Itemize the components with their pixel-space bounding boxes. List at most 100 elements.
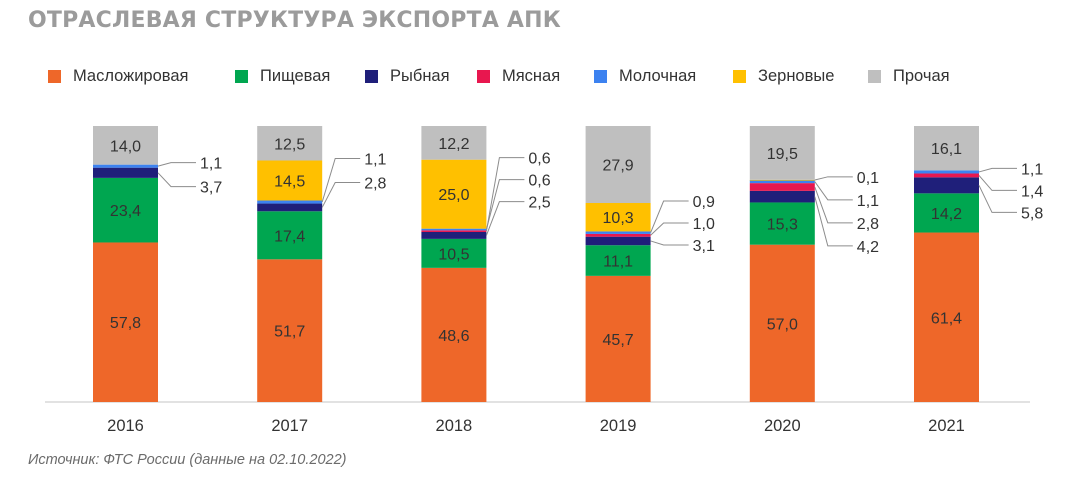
- data-label-2021-3: 1,4: [1021, 183, 1043, 200]
- legend-label-proch: Прочая: [893, 67, 950, 85]
- callout-line-2020-5: [814, 176, 853, 181]
- legend-swatch-ryb: [365, 70, 378, 83]
- bar-segment-2018-1: [421, 238, 487, 268]
- legend-label-zern: Зерновые: [758, 67, 835, 85]
- callout-line-2019-2: [650, 240, 689, 246]
- bar-segment-2018-5: [421, 159, 487, 229]
- data-label-2017-4: 1,1: [364, 152, 386, 169]
- data-label-2017-2: 2,8: [364, 176, 386, 193]
- bar-segment-2017-0: [257, 259, 323, 402]
- data-label-2016-4: 1,1: [200, 156, 222, 173]
- bar-segment-2020-3: [749, 183, 815, 191]
- callout-line-2017-2: [321, 182, 361, 208]
- bar-segment-2020-0: [749, 244, 815, 402]
- bar-segment-2017-6: [257, 126, 323, 161]
- callout-line-2016-4: [157, 162, 196, 167]
- legend-swatch-proch: [868, 70, 881, 83]
- bar-segment-2016-0: [93, 242, 158, 402]
- bar-segment-2018-3: [421, 230, 487, 232]
- data-label-2020-3: 2,8: [857, 216, 879, 233]
- bar-segment-2017-2: [257, 203, 323, 212]
- data-label-2019-1: 11,1: [603, 254, 633, 271]
- bar-segment-2019-0: [585, 275, 651, 402]
- bar-segment-2020-4: [749, 180, 815, 184]
- x-tick-label-2018: 2018: [436, 417, 473, 435]
- data-label-2018-4: 0,6: [528, 173, 550, 190]
- bar-segment-2018-2: [421, 231, 487, 239]
- x-tick-label-2020: 2020: [764, 417, 801, 435]
- data-label-2017-1: 17,4: [274, 228, 305, 245]
- bar-segment-2020-6: [749, 126, 815, 180]
- data-label-2018-0: 48,6: [438, 328, 469, 345]
- x-tick-label-2016: 2016: [107, 417, 144, 435]
- data-label-2017-0: 51,7: [274, 324, 305, 341]
- data-label-2020-1: 15,3: [767, 217, 798, 234]
- data-label-2020-5: 0,1: [857, 170, 879, 187]
- data-label-2016-2: 3,7: [200, 180, 222, 197]
- callout-line-2018-4: [485, 179, 525, 230]
- data-label-2017-5: 14,5: [274, 174, 305, 191]
- bar-segment-2019-6: [585, 126, 651, 204]
- bar-segment-2016-1: [93, 177, 158, 243]
- data-label-2020-0: 57,0: [767, 316, 798, 333]
- data-label-2018-6: 12,2: [438, 136, 469, 153]
- bar-segment-2018-0: [421, 267, 487, 402]
- data-label-2019-4: 0,9: [693, 194, 715, 211]
- data-label-2021-6: 16,1: [931, 141, 962, 158]
- bar-segment-2020-5: [749, 179, 815, 181]
- legend-item-zern: Зерновые: [733, 67, 834, 86]
- chart-title: ОТРАСЛЕВАЯ СТРУКТУРА ЭКСПОРТА АПК: [28, 8, 561, 33]
- callout-line-2016-2: [157, 172, 196, 188]
- data-label-2016-6: 14,0: [110, 138, 141, 155]
- bar-segment-2021-6: [914, 126, 979, 171]
- callout-line-2020-4: [814, 181, 853, 201]
- data-label-2018-1: 10,5: [438, 246, 469, 263]
- data-label-2020-4: 1,1: [857, 193, 879, 210]
- bar-segment-2017-5: [257, 160, 323, 201]
- data-label-2019-0: 45,7: [603, 332, 634, 349]
- data-label-2016-0: 57,8: [110, 315, 141, 332]
- data-label-2019-3: 1,0: [693, 216, 715, 233]
- callout-line-2021-2: [978, 185, 1017, 213]
- bar-segment-2020-2: [749, 190, 815, 203]
- data-label-2021-2: 5,8: [1021, 205, 1043, 222]
- legend-swatch-masloz: [48, 70, 61, 83]
- bar-segment-2021-2: [914, 177, 979, 194]
- legend-swatch-myas: [477, 70, 490, 83]
- legend-item-moloch: Молочная: [594, 67, 696, 86]
- legend-swatch-zern: [733, 70, 746, 83]
- callout-line-2019-3: [650, 222, 689, 236]
- bar-segment-2019-1: [585, 245, 651, 276]
- x-tick-label-2019: 2019: [600, 417, 637, 435]
- bar-segment-2019-5: [585, 203, 651, 232]
- callout-line-2020-2: [814, 196, 853, 247]
- bar-segment-2019-2: [585, 236, 651, 246]
- bar-segment-2021-4: [914, 170, 979, 174]
- bar-segment-2020-1: [749, 202, 815, 245]
- bar-segment-2016-4: [93, 164, 158, 168]
- x-tick-label-2021: 2021: [928, 417, 965, 435]
- legend-label-pishch: Пищевая: [260, 67, 331, 85]
- bar-segment-2016-2: [93, 167, 158, 178]
- data-label-2019-2: 3,1: [693, 238, 715, 255]
- legend-label-masloz: Масложировая: [73, 67, 189, 85]
- legend-item-myas: Мясная: [477, 67, 560, 86]
- legend-item-proch: Прочая: [868, 67, 950, 86]
- data-label-2021-4: 1,1: [1021, 161, 1043, 178]
- data-label-2019-6: 27,9: [603, 158, 634, 175]
- data-label-2019-5: 10,3: [603, 210, 634, 227]
- data-label-2021-1: 14,2: [931, 206, 962, 223]
- callout-line-2019-4: [650, 200, 689, 233]
- bar-segment-2016-6: [93, 126, 158, 165]
- bar-segment-2019-4: [585, 231, 651, 234]
- legend-label-myas: Мясная: [502, 67, 561, 85]
- bar-segment-2018-6: [421, 126, 487, 160]
- callout-line-2021-3: [978, 175, 1017, 191]
- bar-segment-2021-3: [914, 173, 979, 178]
- callout-line-2018-3: [485, 157, 525, 232]
- data-label-2018-5: 25,0: [438, 187, 469, 204]
- bar-segment-2018-4: [421, 228, 487, 231]
- data-label-2016-1: 23,4: [110, 203, 141, 220]
- data-label-2020-2: 4,2: [857, 239, 879, 256]
